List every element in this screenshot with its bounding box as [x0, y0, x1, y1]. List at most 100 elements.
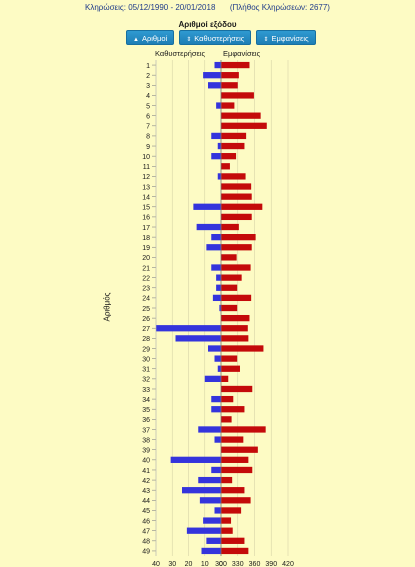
delay-bar: [211, 264, 221, 271]
appearance-bar: [221, 163, 230, 170]
delay-bar: [214, 436, 221, 443]
sort-appearances-label: Εμφανίσεις: [271, 34, 309, 43]
category-label: 6: [146, 113, 150, 120]
sort-numbers-label: Αριθμοί: [141, 34, 168, 43]
category-label: 9: [146, 144, 150, 151]
delay-bar: [217, 173, 221, 180]
appearance-bar: [221, 335, 249, 342]
appearance-bar: [221, 426, 266, 433]
appearance-bar: [221, 375, 229, 382]
delay-bar: [216, 102, 221, 109]
appearance-bar: [221, 395, 234, 403]
sort-delays-button[interactable]: ⇕ Καθυστερήσεις: [179, 30, 252, 45]
delay-bar: [203, 517, 221, 524]
delay-bar: [206, 244, 221, 251]
appearance-bar: [221, 112, 261, 119]
appearance-bar: [221, 244, 252, 251]
category-label: 1: [146, 63, 150, 70]
category-label: 28: [142, 336, 150, 343]
delay-bar: [201, 547, 221, 555]
appearance-bar: [221, 173, 246, 180]
delay-bar: [156, 325, 221, 332]
category-label: 47: [142, 528, 150, 535]
x-tick-label: 420: [282, 561, 294, 567]
appearance-bar: [221, 314, 250, 322]
appearance-bar: [221, 416, 232, 423]
category-label: 42: [142, 478, 150, 485]
sort-toggle-icon: ⇕: [186, 37, 192, 43]
sort-appearances-button[interactable]: ⇕ Εμφανίσεις: [256, 30, 316, 45]
delay-bar: [217, 142, 221, 150]
category-label: 14: [142, 194, 150, 201]
category-label: 45: [142, 508, 150, 515]
x-tick-label: 390: [265, 561, 277, 567]
category-label: 46: [142, 518, 150, 525]
category-label: 22: [142, 275, 150, 282]
category-label: 30: [142, 356, 150, 363]
category-label: 36: [142, 417, 150, 424]
x-tick-label: 10: [201, 561, 209, 567]
appearance-bar: [221, 446, 258, 453]
category-label: 2: [146, 73, 150, 80]
appearance-bar: [221, 72, 239, 79]
category-label: 16: [142, 215, 150, 222]
delays-column-header: Καθυστερήσεις: [155, 49, 206, 58]
x-tick-label: 330: [232, 561, 244, 567]
delay-bar: [214, 507, 221, 514]
draws-count: (Πλήθος Κληρώσεων: 2677): [229, 3, 330, 12]
appearance-bar: [221, 487, 245, 494]
delay-bar: [214, 355, 221, 362]
appearance-bar: [221, 193, 252, 200]
category-label: 17: [142, 225, 150, 232]
appearance-bar: [221, 274, 242, 281]
appearance-bar: [221, 476, 233, 484]
appearance-bar: [221, 497, 251, 504]
appearance-bar: [221, 122, 267, 129]
category-label: 35: [142, 407, 150, 414]
x-tick-label: 40: [152, 561, 160, 567]
delay-bar: [214, 61, 221, 69]
sort-toggle-icon: ⇕: [263, 37, 269, 43]
category-label: 38: [142, 437, 150, 444]
delay-bar: [208, 82, 221, 89]
category-label: 13: [142, 184, 150, 191]
sort-numbers-button[interactable]: ▲ Αριθμοί: [126, 30, 175, 45]
category-label: 7: [146, 124, 150, 131]
appearance-bar: [221, 507, 242, 514]
category-label: 27: [142, 326, 150, 333]
appearance-bar: [221, 92, 254, 99]
appearance-bar: [221, 304, 238, 312]
category-label: 32: [142, 377, 150, 384]
delay-bar: [170, 456, 221, 463]
appearance-bar: [221, 203, 263, 210]
delay-bar: [193, 203, 221, 210]
appearance-bar: [221, 517, 232, 524]
appearance-bar: [221, 355, 238, 362]
category-label: 49: [142, 549, 150, 556]
appearance-bar: [221, 153, 237, 160]
category-label: 43: [142, 488, 150, 495]
appearance-bar: [221, 547, 249, 555]
appearance-bar: [221, 466, 253, 474]
delay-bar: [211, 153, 221, 160]
delay-bar: [212, 294, 221, 302]
category-label: 48: [142, 539, 150, 546]
category-label: 44: [142, 498, 150, 505]
delay-bar: [211, 395, 221, 403]
delay-bar: [217, 365, 221, 372]
appearance-bar: [221, 325, 248, 332]
category-label: 41: [142, 468, 150, 475]
delay-bar: [208, 345, 221, 352]
category-label: 34: [142, 397, 150, 404]
category-label: 15: [142, 205, 150, 212]
delay-bar: [206, 537, 221, 544]
delay-bar: [211, 234, 221, 241]
category-label: 31: [142, 367, 150, 374]
chart-title: Αριθμοί εξόδου: [178, 20, 237, 29]
appearance-bar: [221, 142, 245, 150]
draws-header: Κληρώσεις: 05/12/1990 - 20/01/2018 (Πλήθ…: [0, 3, 415, 12]
category-label: 20: [142, 255, 150, 262]
appearance-bar: [221, 183, 252, 190]
appearance-bar: [221, 61, 250, 69]
category-label: 19: [142, 245, 150, 252]
